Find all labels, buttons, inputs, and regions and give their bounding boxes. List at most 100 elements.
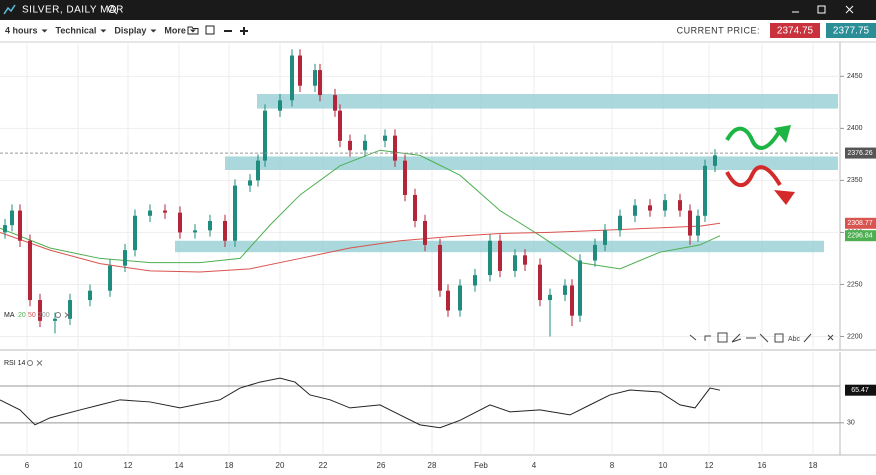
x-tick-label: 22 xyxy=(319,461,328,470)
y-tick-label: 2400 xyxy=(847,125,863,132)
candle-body xyxy=(703,165,707,216)
price-tag xyxy=(845,147,876,159)
y-tick-label: 2200 xyxy=(847,333,863,340)
candle-body xyxy=(348,140,352,151)
menu-caret xyxy=(150,29,157,33)
price-value: 2377.75 xyxy=(833,26,870,37)
candle-body xyxy=(28,240,32,301)
candle-body xyxy=(88,290,92,301)
app-icon xyxy=(3,4,16,15)
candle-body xyxy=(3,225,7,233)
menu-item[interactable]: Technical xyxy=(56,25,97,35)
candle-body xyxy=(363,140,367,151)
trend-arrows xyxy=(725,125,795,205)
candle-body xyxy=(438,244,442,291)
price-tag-label: 2296.84 xyxy=(847,233,872,240)
price-tag-label: 2376.26 xyxy=(847,150,872,157)
candle-body xyxy=(548,294,552,301)
current-prices: 2374.75 2377.75 xyxy=(770,23,876,38)
candle-body xyxy=(148,210,152,216)
candle-body xyxy=(446,290,450,311)
menu-item[interactable]: 4 hours xyxy=(5,25,38,35)
candle-body xyxy=(163,210,167,213)
candle-body xyxy=(498,240,502,271)
price-caption: CURRENT PRICE: xyxy=(677,25,760,35)
x-tick-label: 8 xyxy=(610,461,615,470)
candle-body xyxy=(313,70,317,86)
candle-body xyxy=(413,194,417,221)
candle-body xyxy=(538,264,542,301)
toolbar-icons[interactable] xyxy=(187,25,248,35)
price-tag xyxy=(845,230,876,242)
svg-text:Abc: Abc xyxy=(788,336,801,343)
x-tick-label: 18 xyxy=(809,461,818,470)
price-tag xyxy=(845,217,876,229)
window-title: SILVER, DAILY MAR xyxy=(22,5,124,16)
candle-body xyxy=(523,255,527,265)
candle-body xyxy=(473,275,477,286)
zone xyxy=(225,156,838,170)
ma-legend-period[interactable]: 20 xyxy=(18,312,26,319)
candle-body xyxy=(578,260,582,316)
rsi-settings[interactable] xyxy=(27,360,33,366)
candle-body xyxy=(678,200,682,211)
rsi-title: RSI 14 xyxy=(4,360,26,367)
window-buttons[interactable] xyxy=(792,5,854,14)
candle-body xyxy=(278,100,282,111)
candle-body xyxy=(333,95,337,111)
candle-body xyxy=(593,244,597,261)
candle-body xyxy=(423,220,427,245)
candle-body xyxy=(256,160,260,181)
candle-body xyxy=(713,155,717,166)
candle-body xyxy=(488,240,492,276)
candle-body xyxy=(10,210,14,226)
x-tick-label: 14 xyxy=(175,461,184,470)
menu-item[interactable]: More xyxy=(164,25,186,35)
menu-item[interactable]: Display xyxy=(114,25,146,35)
y-tick-label: 2350 xyxy=(847,177,863,184)
candle-body xyxy=(688,210,692,236)
candle-body xyxy=(663,200,667,211)
price-box xyxy=(770,23,820,38)
x-tick-label: 10 xyxy=(659,461,668,470)
menus: 4 hours Technical Display More xyxy=(5,25,196,35)
candle-body xyxy=(233,185,237,241)
candle-body xyxy=(208,220,212,231)
candle-body xyxy=(290,55,294,101)
price-tag-label: 65.47 xyxy=(851,387,869,394)
x-tick-label: 16 xyxy=(758,461,767,470)
x-tick-label: 12 xyxy=(124,461,133,470)
candle-body xyxy=(633,205,637,216)
y-tick-label: 2450 xyxy=(847,73,863,80)
drawing-tools[interactable]: Abc xyxy=(689,332,834,343)
rsi-close[interactable] xyxy=(36,360,43,366)
candle-body xyxy=(403,160,407,195)
x-tick-label: 28 xyxy=(428,461,437,470)
candle-body xyxy=(263,110,267,161)
y-tick-label: 30 xyxy=(847,420,855,427)
x-tick-label: Feb xyxy=(474,461,488,470)
x-tick-label: 6 xyxy=(25,461,30,470)
candle-body xyxy=(133,215,137,251)
candle-body xyxy=(570,285,574,316)
menu-caret xyxy=(41,29,48,33)
candle-body xyxy=(248,180,252,186)
ma-legend-period[interactable]: 200 xyxy=(38,312,50,319)
candle-body xyxy=(318,70,322,96)
menu-caret xyxy=(100,29,107,33)
ma-settings[interactable] xyxy=(55,312,61,318)
ma-legend-period[interactable]: 50 xyxy=(28,312,36,319)
x-tick-label: 10 xyxy=(74,461,83,470)
candle-body xyxy=(68,300,72,319)
search-icon[interactable] xyxy=(108,5,118,15)
ma-close[interactable] xyxy=(64,312,71,318)
x-tick-label: 18 xyxy=(225,461,234,470)
price-box xyxy=(826,23,876,38)
rsi-line xyxy=(0,377,721,429)
ma-legend-label: MA xyxy=(4,312,15,319)
candle-body xyxy=(513,255,517,271)
x-tick-label: 26 xyxy=(377,461,386,470)
y-tick-label: 2250 xyxy=(847,281,863,288)
x-tick-label: 20 xyxy=(276,461,285,470)
